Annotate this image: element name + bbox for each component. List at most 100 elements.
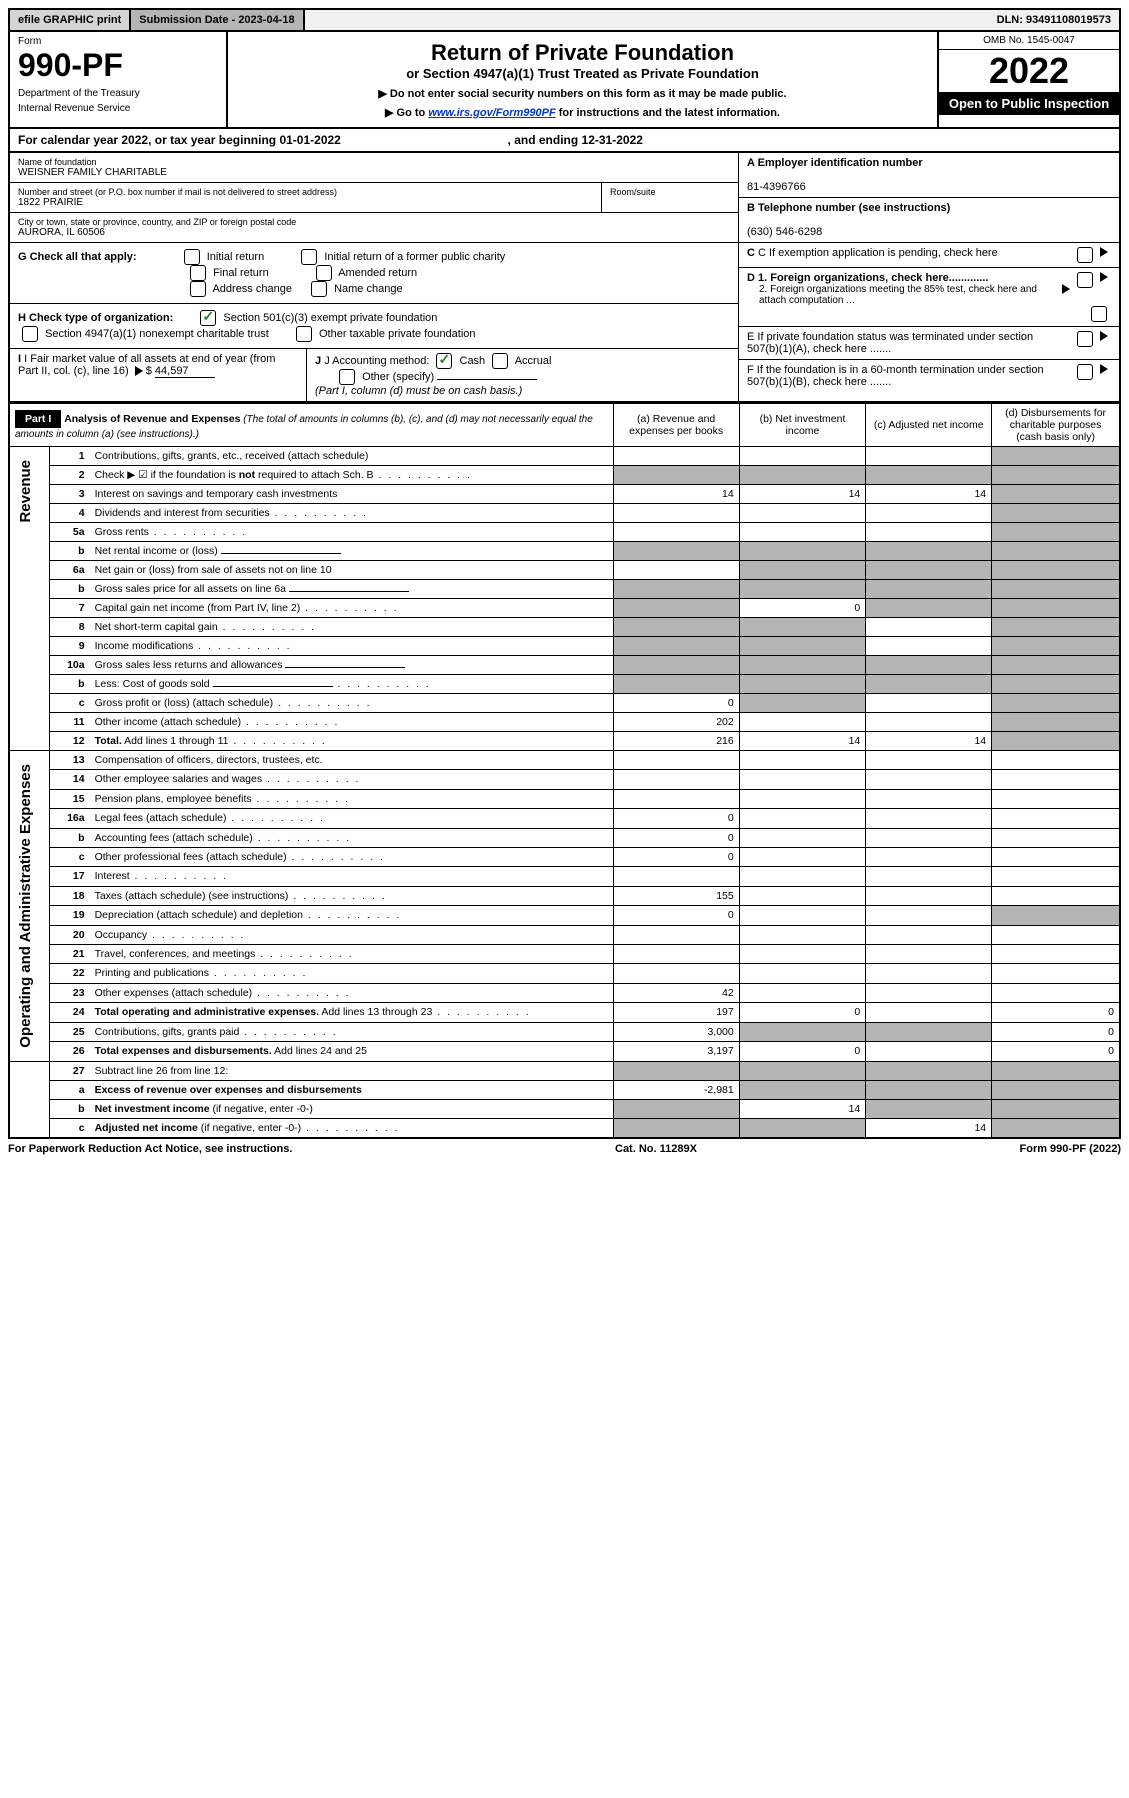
cell-grey (992, 599, 1120, 618)
table-row: 10aGross sales less returns and allowanc… (9, 656, 1120, 675)
cell-value: 14 (739, 732, 866, 751)
table-row: bNet rental income or (loss) (9, 542, 1120, 561)
row-number: 6a (50, 561, 90, 580)
checkbox-other-method[interactable] (339, 369, 355, 385)
telephone-value: (630) 546-6298 (747, 226, 822, 238)
checkbox-initial[interactable] (184, 249, 200, 265)
row-desc: Income modifications (90, 637, 613, 656)
cell-value: 0 (613, 906, 739, 925)
cell-value (866, 504, 992, 523)
row-desc: Gross sales less returns and allowances (90, 656, 613, 675)
row-number: 5a (50, 523, 90, 542)
cell-grey (739, 675, 866, 694)
efile-button[interactable]: efile GRAPHIC print (10, 10, 131, 30)
checkbox-cash[interactable] (436, 353, 452, 369)
cell-value (992, 886, 1120, 905)
section-d: D 1. Foreign organizations, check here..… (739, 268, 1119, 327)
row-number: 9 (50, 637, 90, 656)
table-row: 18Taxes (attach schedule) (see instructi… (9, 886, 1120, 905)
cell-grey (992, 694, 1120, 713)
form-header: Form 990-PF Department of the Treasury I… (8, 32, 1121, 129)
cell-value: 0 (739, 1042, 866, 1062)
row-desc: Net rental income or (loss) (90, 542, 613, 561)
instruction-2: ▶ Go to www.irs.gov/Form990PF for instru… (236, 106, 929, 119)
cell-grey (739, 466, 866, 485)
cell-grey (866, 542, 992, 561)
cell-value (992, 983, 1120, 1002)
checkbox-d1[interactable] (1077, 272, 1093, 288)
cell-value (739, 886, 866, 905)
checkbox-initial-former[interactable] (301, 249, 317, 265)
form-label: Form (18, 36, 218, 47)
table-row: 14Other employee salaries and wages (9, 770, 1120, 789)
checkbox-final[interactable] (190, 265, 206, 281)
row-number: 14 (50, 770, 90, 789)
checkbox-c[interactable] (1077, 247, 1093, 263)
table-row: bNet investment income (if negative, ent… (9, 1099, 1120, 1118)
cell-grey (992, 466, 1120, 485)
checkbox-address[interactable] (190, 281, 206, 297)
irs-link[interactable]: www.irs.gov/Form990PF (428, 107, 555, 119)
cell-grey (613, 1099, 739, 1118)
submission-date: Submission Date - 2023-04-18 (131, 10, 304, 30)
cell-value (992, 925, 1120, 944)
row-desc: Other income (attach schedule) (90, 713, 613, 732)
section-g: G Check all that apply: Initial return I… (10, 243, 738, 304)
cell-value (739, 828, 866, 847)
checkbox-f[interactable] (1077, 364, 1093, 380)
cell-value (866, 447, 992, 466)
table-row: bLess: Cost of goods sold (9, 675, 1120, 694)
row-number: 3 (50, 485, 90, 504)
row-number: c (50, 694, 90, 713)
section-f: F If the foundation is in a 60-month ter… (739, 360, 1119, 392)
checkbox-name[interactable] (311, 281, 327, 297)
top-bar: efile GRAPHIC print Submission Date - 20… (8, 8, 1121, 32)
row-number: 24 (50, 1003, 90, 1022)
col-c-header: (c) Adjusted net income (866, 404, 992, 447)
cell-value (992, 828, 1120, 847)
cell-value (739, 867, 866, 886)
cell-grey (739, 561, 866, 580)
table-row: cGross profit or (loss) (attach schedule… (9, 694, 1120, 713)
table-row: aExcess of revenue over expenses and dis… (9, 1080, 1120, 1099)
checkbox-d2[interactable] (1091, 306, 1107, 322)
cell-grey (613, 580, 739, 599)
cell-grey (992, 906, 1120, 925)
row-number: 27 (50, 1061, 90, 1080)
table-row: 27Subtract line 26 from line 12: (9, 1061, 1120, 1080)
row-desc: Compensation of officers, directors, tru… (90, 751, 613, 770)
city-cell: City or town, state or province, country… (10, 213, 738, 243)
row-desc: Contributions, gifts, grants paid (90, 1022, 613, 1041)
side-label: Revenue (9, 447, 50, 751)
row-number: 23 (50, 983, 90, 1002)
cell-value: 0 (613, 848, 739, 867)
row-desc: Adjusted net income (if negative, enter … (90, 1118, 613, 1138)
tax-year: 2022 (939, 50, 1119, 92)
cash-basis-note: (Part I, column (d) must be on cash basi… (315, 385, 522, 397)
city-state-zip: AURORA, IL 60506 (18, 227, 730, 238)
table-row: 5aGross rents (9, 523, 1120, 542)
cell-value: 0 (992, 1022, 1120, 1041)
cell-value (866, 848, 992, 867)
side-label: Operating and Administrative Expenses (9, 751, 50, 1062)
row-number: b (50, 542, 90, 561)
checkbox-accrual[interactable] (492, 353, 508, 369)
cell-grey (992, 1099, 1120, 1118)
cell-grey (992, 523, 1120, 542)
cell-grey (992, 675, 1120, 694)
cell-value (992, 848, 1120, 867)
checkbox-e[interactable] (1077, 331, 1093, 347)
cell-value (992, 770, 1120, 789)
cell-value (739, 906, 866, 925)
cell-grey (613, 618, 739, 637)
row-desc: Net investment income (if negative, ente… (90, 1099, 613, 1118)
checkbox-501c3[interactable] (200, 310, 216, 326)
table-row: Revenue1Contributions, gifts, grants, et… (9, 447, 1120, 466)
checkbox-other-taxable[interactable] (296, 326, 312, 342)
cell-value (866, 637, 992, 656)
cell-value: 14 (739, 485, 866, 504)
checkbox-amended[interactable] (316, 265, 332, 281)
checkbox-4947[interactable] (22, 326, 38, 342)
cell-value (613, 523, 739, 542)
cell-value (866, 983, 992, 1002)
